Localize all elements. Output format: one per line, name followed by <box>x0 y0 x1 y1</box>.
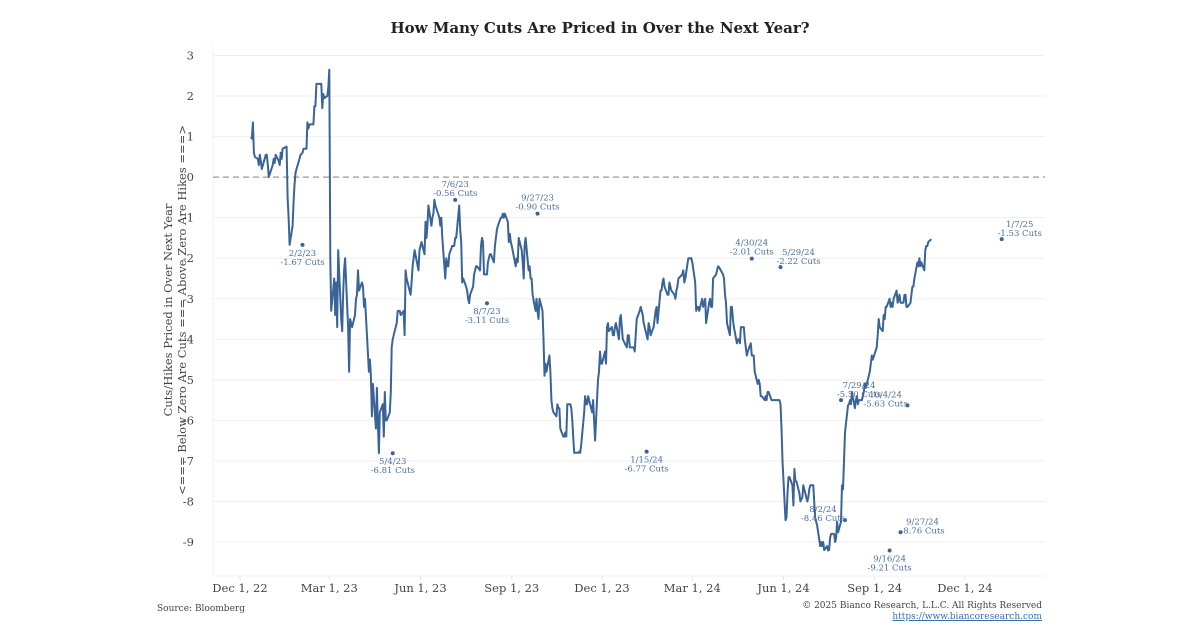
x-tick-label: Dec 1, 24 <box>937 581 992 595</box>
y-tick-label: -8 <box>183 494 194 508</box>
y-tick-label: 0 <box>187 170 194 184</box>
annotation-date: 9/16/24 <box>873 555 906 565</box>
annotation-date: 7/6/23 <box>442 180 469 190</box>
y-tick-label: 2 <box>187 89 194 103</box>
annotation-marker <box>390 451 395 456</box>
annotation-marker <box>999 237 1004 242</box>
annotation-value: -3.11 Cuts <box>465 316 509 326</box>
annotation-date: 8/7/23 <box>473 307 500 317</box>
y-tick-label: 1 <box>187 130 194 144</box>
annotation-value: -9.21 Cuts <box>867 564 911 574</box>
y-tick-label: -7 <box>183 454 194 468</box>
annotation-date: 5/4/23 <box>379 457 406 467</box>
annotation-value: -1.67 Cuts <box>280 258 324 268</box>
annotation-value: -8.76 Cuts <box>900 526 944 536</box>
y-axis-label-line1: Cuts/Hikes Priced in Over Next Year <box>161 203 175 416</box>
y-tick-label: -9 <box>183 535 194 549</box>
annotation-value: -0.56 Cuts <box>433 189 477 199</box>
x-tick-label: Sep 1, 24 <box>847 581 902 595</box>
annotation-value: -5.63 Cuts <box>863 399 907 409</box>
annotation-value: -0.90 Cuts <box>515 203 559 213</box>
x-tick-label: Mar 1, 23 <box>301 581 358 595</box>
x-tick-label: Sep 1, 23 <box>484 581 539 595</box>
x-tick-label: Dec 1, 23 <box>574 581 629 595</box>
series-group <box>250 68 932 552</box>
annotation-marker <box>887 548 892 553</box>
y-axis-ticks: 3 2 1 0 -1 -2 -3 -4 -5 -6 -7 -8 -9 <box>183 49 194 550</box>
x-tick-label: Jun 1, 24 <box>756 581 809 595</box>
annotation-marker <box>842 518 847 523</box>
annotation-value: -8.46 Cuts <box>801 514 845 524</box>
x-tick-label: Jun 1, 23 <box>393 581 446 595</box>
y-tick-label: -2 <box>183 251 194 265</box>
annotation-marker <box>839 398 844 403</box>
annotation-marker <box>749 256 754 261</box>
annotation-date: 5/29/24 <box>782 248 815 258</box>
annotation-marker <box>898 530 903 535</box>
annotation-date: 10/4/24 <box>869 390 902 400</box>
annotation-date: 4/30/24 <box>735 239 768 249</box>
annotation-value: -2.01 Cuts <box>730 248 774 258</box>
series-line <box>250 68 932 552</box>
annotation-date: 8/2/24 <box>809 505 836 515</box>
annotation-date: 9/27/23 <box>521 194 554 204</box>
annotation-marker <box>778 265 783 270</box>
annotation-date: 9/27/24 <box>906 517 939 527</box>
y-axis-label-line2: <=== Below Zero Are Cuts === Above Zero … <box>175 125 189 495</box>
annotation-marker <box>453 197 458 202</box>
annotation-date: 2/2/23 <box>289 249 316 259</box>
annotation-date: 7/29/24 <box>843 381 876 391</box>
gridlines <box>212 45 1045 577</box>
chart-title: How Many Cuts Are Priced in Over the Nex… <box>390 19 809 37</box>
annotation-marker <box>535 211 540 216</box>
annotation-marker <box>644 449 649 454</box>
annotation-value: -6.81 Cuts <box>371 466 415 476</box>
x-tick-label: Dec 1, 22 <box>212 581 267 595</box>
y-tick-label: -5 <box>183 373 194 387</box>
annotation-value: -2.22 Cuts <box>776 257 820 267</box>
y-tick-label: -1 <box>183 211 194 225</box>
y-tick-label: -4 <box>183 332 194 346</box>
annotation-value: -6.77 Cuts <box>625 465 669 475</box>
annotation-marker <box>300 242 305 247</box>
annotation-value: -5.50 Cuts <box>837 390 881 400</box>
x-tick-label: Mar 1, 24 <box>664 581 721 595</box>
y-tick-label: -6 <box>183 413 194 427</box>
annotation-value: -1.53 Cuts <box>998 229 1042 239</box>
y-tick-label: 3 <box>187 49 194 63</box>
x-axis-ticks: Dec 1, 22 Mar 1, 23 Jun 1, 23 Sep 1, 23 Dec … <box>212 576 993 595</box>
source-note: Source: Bloomberg <box>157 604 245 614</box>
y-tick-label: -3 <box>183 292 194 306</box>
annotation-marker <box>484 301 489 306</box>
copyright-block: © 2025 Bianco Research, L.L.C. All Right… <box>802 601 1042 623</box>
website-link[interactable]: https://www.biancoresearch.com <box>892 612 1042 622</box>
annotation-date: 1/15/24 <box>630 456 663 466</box>
annotation-date: 1/7/25 <box>1006 220 1033 230</box>
annotation-marker <box>905 403 910 408</box>
copyright-text: © 2025 Bianco Research, L.L.C. All Right… <box>802 601 1042 611</box>
